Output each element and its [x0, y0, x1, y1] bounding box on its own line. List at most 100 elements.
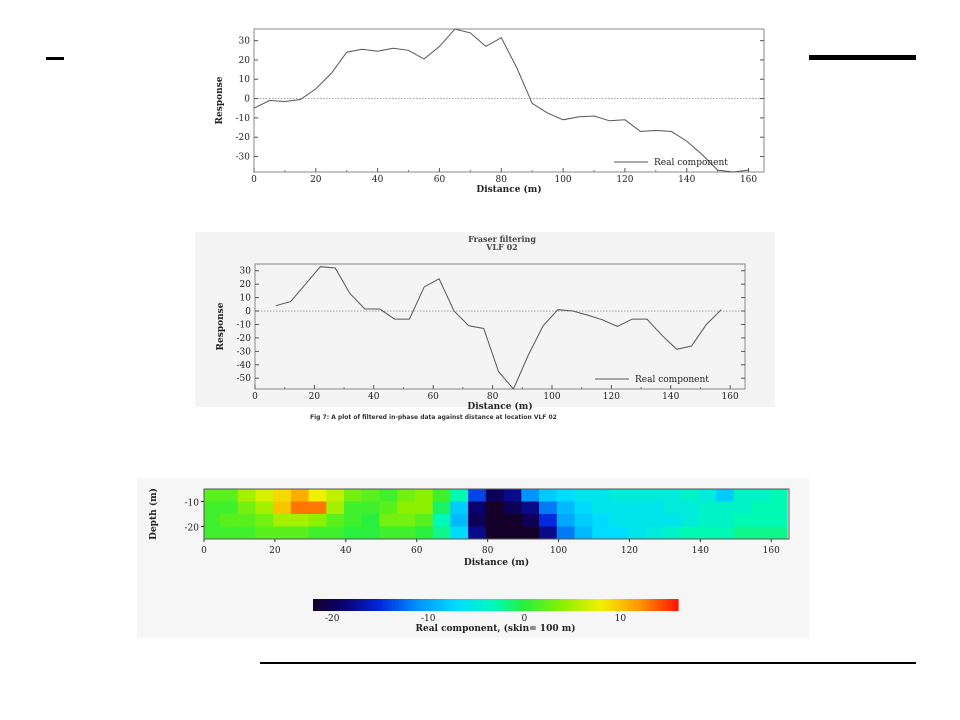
- heatmap-cell: [379, 501, 398, 515]
- heatmap-cell: [468, 489, 487, 502]
- y-tick-label: 10: [240, 294, 252, 304]
- colorbar-segment: [486, 599, 491, 611]
- colorbar-segment: [495, 599, 500, 611]
- colorbar-segment: [574, 599, 579, 611]
- colorbar-segment: [605, 599, 609, 611]
- heatmap-cell: [734, 526, 753, 540]
- colorbar-segment: [410, 599, 414, 611]
- heatmap-cell: [627, 489, 646, 502]
- x-axis-label: Distance (m): [476, 184, 541, 194]
- y-tick-label: 20: [239, 56, 251, 66]
- colorbar-segment: [568, 599, 573, 611]
- heatmap-cell: [397, 489, 416, 502]
- x-tick-label: 160: [722, 392, 739, 402]
- colorbar-segment: [547, 599, 551, 611]
- colorbar-segment: [668, 599, 673, 611]
- colorbar-segment: [459, 599, 463, 611]
- heatmap-cell: [326, 526, 345, 540]
- colorbar-segment: [373, 599, 378, 611]
- colorbar-segment: [595, 599, 600, 611]
- colorbar-segment: [662, 599, 667, 611]
- colorbar-segment: [474, 599, 478, 611]
- colorbar-segment: [340, 599, 345, 611]
- heatmap-cell: [204, 514, 221, 527]
- y-tick-label: -30: [236, 153, 251, 163]
- heatmap-cell: [290, 514, 310, 527]
- heatmap-cell: [361, 501, 380, 515]
- heatmap-cell: [521, 489, 540, 502]
- heatmap-cell: [645, 526, 664, 540]
- colorbar-segment: [477, 599, 481, 611]
- heatmap-cell: [414, 489, 434, 502]
- heatmap-cell: [751, 489, 770, 502]
- colorbar-segment: [334, 599, 338, 611]
- heatmap-cell: [698, 489, 717, 502]
- colorbar-segment: [370, 599, 375, 611]
- heatmap-cell: [308, 514, 327, 527]
- heatmap-cell: [716, 526, 735, 540]
- colorbar-segment: [395, 599, 399, 611]
- heatmap-cell: [521, 501, 540, 515]
- colorbar-segment: [623, 599, 627, 611]
- colorbar-segment: [519, 599, 524, 611]
- heatmap-cell: [273, 501, 292, 515]
- heatmap-cell: [769, 501, 788, 515]
- x-tick-label: 60: [411, 546, 423, 556]
- colorbar-segment: [544, 599, 548, 611]
- colorbar-segment: [541, 599, 545, 611]
- colorbar-segment: [577, 599, 582, 611]
- colorbar-segment: [589, 599, 594, 611]
- x-tick-label: 120: [616, 175, 633, 185]
- heatmap-cell: [432, 501, 451, 515]
- heatmap-cell: [361, 514, 380, 527]
- chart-subtitle: VLF 02: [485, 242, 517, 252]
- plot-frame: [253, 28, 765, 173]
- y-axis-label: Response: [216, 302, 226, 350]
- heatmap-cell: [769, 514, 788, 527]
- colorbar-segment: [449, 599, 454, 611]
- heatmap-cell: [751, 501, 770, 515]
- heatmap-cell: [432, 514, 451, 527]
- heatmap-cell: [769, 526, 788, 540]
- heatmap-cell: [432, 489, 451, 502]
- heatmap-cell: [734, 489, 753, 502]
- colorbar-segment: [626, 599, 630, 611]
- colorbar-segment: [313, 599, 317, 611]
- colorbar-segment: [650, 599, 655, 611]
- colorbar-segment: [644, 599, 649, 611]
- colorbar-segment: [638, 599, 643, 611]
- x-tick-label: 0: [252, 392, 258, 402]
- colorbar-segment: [343, 599, 348, 611]
- heatmap-cell: [645, 489, 664, 502]
- colorbar-segment: [352, 599, 357, 611]
- heatmap-cell: [716, 489, 735, 502]
- heatmap-cell: [680, 489, 700, 502]
- colorbar-segment: [614, 599, 618, 611]
- colorbar-segment: [492, 599, 497, 611]
- colorbar-segment: [647, 599, 652, 611]
- heatmap-cell: [255, 514, 274, 527]
- heatmap-cell: [237, 514, 256, 527]
- colorbar-segment: [665, 599, 670, 611]
- y-tick-label: -10: [236, 114, 251, 124]
- legend-label: Real component: [654, 158, 728, 168]
- colorbar-segment: [617, 599, 621, 611]
- heatmap-cell: [237, 501, 256, 515]
- heatmap-cell: [680, 514, 700, 527]
- y-tick-label: 20: [240, 280, 252, 290]
- colorbar-segment: [659, 599, 664, 611]
- heatmap-cell: [556, 489, 575, 502]
- colorbar-segment: [392, 599, 396, 611]
- heatmap-cell: [361, 489, 380, 502]
- heatmap-cell: [219, 514, 239, 527]
- heatmap-cell: [290, 501, 310, 515]
- heatmap-cell: [663, 526, 682, 540]
- x-tick-label: 60: [434, 175, 446, 185]
- heatmap-cell: [503, 489, 522, 502]
- heatmap-cell: [237, 489, 256, 502]
- heatmap-cell: [680, 501, 700, 515]
- heatmap-cell: [255, 526, 274, 540]
- x-tick-label: 20: [310, 175, 322, 185]
- y-tick-label: -20: [236, 133, 251, 143]
- heatmap-cell: [574, 526, 593, 540]
